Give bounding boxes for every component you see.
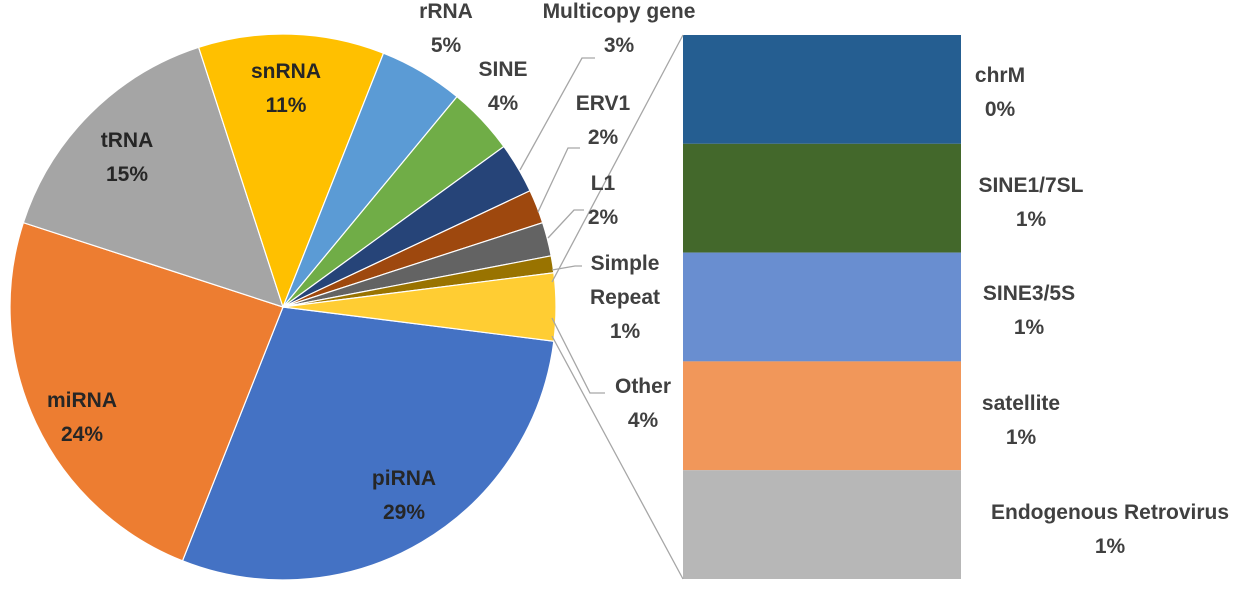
label-erv1: ERV1 2% xyxy=(576,92,631,149)
label-chrm-value: 0% xyxy=(985,98,1016,121)
label-satellite-name: satellite xyxy=(982,392,1060,415)
label-mirna: miRNA 24% xyxy=(47,389,117,446)
label-l1-value: 2% xyxy=(588,206,619,229)
label-satellite: satellite 1% xyxy=(982,392,1060,449)
label-snrna-value: 11% xyxy=(266,94,307,117)
label-rrna: rRNA 5% xyxy=(419,0,473,57)
label-trna-value: 15% xyxy=(106,163,148,186)
label-simple-repeat-line2: Repeat xyxy=(590,286,660,309)
leader-other xyxy=(551,317,605,394)
label-chrm-name: chrM xyxy=(975,64,1025,87)
label-mirna-name: miRNA xyxy=(47,389,117,412)
label-other-name: Other xyxy=(615,375,671,398)
leader-multicopy-gene xyxy=(519,57,595,171)
pie-slice-pirna xyxy=(181,306,555,581)
label-trna-name: tRNA xyxy=(101,129,154,152)
pie-slices xyxy=(9,33,557,581)
label-sine-name: SINE xyxy=(478,58,527,81)
label-multicopy-gene-name: Multicopy gene xyxy=(543,0,696,23)
label-erv1-name: ERV1 xyxy=(576,92,631,115)
label-snrna: snRNA 11% xyxy=(251,60,321,117)
label-sine3-5s-value: 1% xyxy=(1014,316,1045,339)
breakdown-bar xyxy=(683,35,961,579)
label-snrna-name: snRNA xyxy=(251,60,321,83)
label-sine1-7sl-name: SINE1/7SL xyxy=(978,174,1083,197)
label-pirna-value: 29% xyxy=(383,501,425,524)
label-sine3-5s: SINE3/5S 1% xyxy=(983,282,1075,339)
label-erv1-value: 2% xyxy=(588,126,619,149)
pie-slice-mirna xyxy=(9,221,284,562)
bar-segment-endogenous-retrovirus xyxy=(683,470,961,579)
leader-simple-repeat xyxy=(551,265,582,271)
bar-segment-chrm xyxy=(683,35,961,144)
bar-segment-sine1-7sl xyxy=(683,143,961,253)
label-l1: L1 2% xyxy=(588,172,619,229)
bar-segment-satellite xyxy=(683,361,961,471)
label-satellite-value: 1% xyxy=(1006,426,1037,449)
label-sine1-7sl: SINE1/7SL 1% xyxy=(978,174,1083,231)
label-trna: tRNA 15% xyxy=(101,129,154,186)
label-sine1-7sl-value: 1% xyxy=(1016,208,1047,231)
label-simple-repeat-value: 1% xyxy=(610,320,641,343)
label-sine-value: 4% xyxy=(488,92,519,115)
label-multicopy-gene-value: 3% xyxy=(604,34,635,57)
label-endogenous-retrovirus: Endogenous Retrovirus 1% xyxy=(991,501,1229,558)
label-simple-repeat: Simple Repeat 1% xyxy=(590,252,660,343)
label-simple-repeat-line1: Simple xyxy=(591,252,660,275)
label-pirna: piRNA 29% xyxy=(372,467,436,524)
label-other-value: 4% xyxy=(628,409,659,432)
leader-erv1 xyxy=(537,147,580,213)
label-pirna-name: piRNA xyxy=(372,467,436,490)
label-rrna-value: 5% xyxy=(431,34,462,57)
connector-bottom xyxy=(551,335,684,580)
label-rrna-name: rRNA xyxy=(419,0,473,23)
bar-segment-sine3-5s xyxy=(683,252,961,362)
label-l1-name: L1 xyxy=(591,172,616,195)
pie-slice-snrna xyxy=(197,33,385,309)
connector-top xyxy=(551,34,684,283)
pie-slice-trna xyxy=(22,46,284,308)
label-sine3-5s-name: SINE3/5S xyxy=(983,282,1075,305)
leader-lines xyxy=(519,34,684,580)
label-mirna-value: 24% xyxy=(61,423,103,446)
label-chrm: chrM 0% xyxy=(975,64,1025,121)
leader-l1 xyxy=(547,209,584,239)
label-sine: SINE 4% xyxy=(478,58,527,115)
label-endogenous-retrovirus-value: 1% xyxy=(1095,535,1126,558)
pie-slice-other xyxy=(282,272,557,342)
label-other: Other 4% xyxy=(615,375,671,432)
label-endogenous-retrovirus-name: Endogenous Retrovirus xyxy=(991,501,1229,524)
label-multicopy-gene: Multicopy gene 3% xyxy=(543,0,696,57)
